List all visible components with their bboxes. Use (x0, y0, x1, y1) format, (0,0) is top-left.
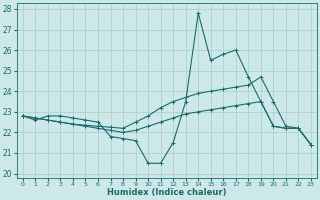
X-axis label: Humidex (Indice chaleur): Humidex (Indice chaleur) (107, 188, 227, 197)
